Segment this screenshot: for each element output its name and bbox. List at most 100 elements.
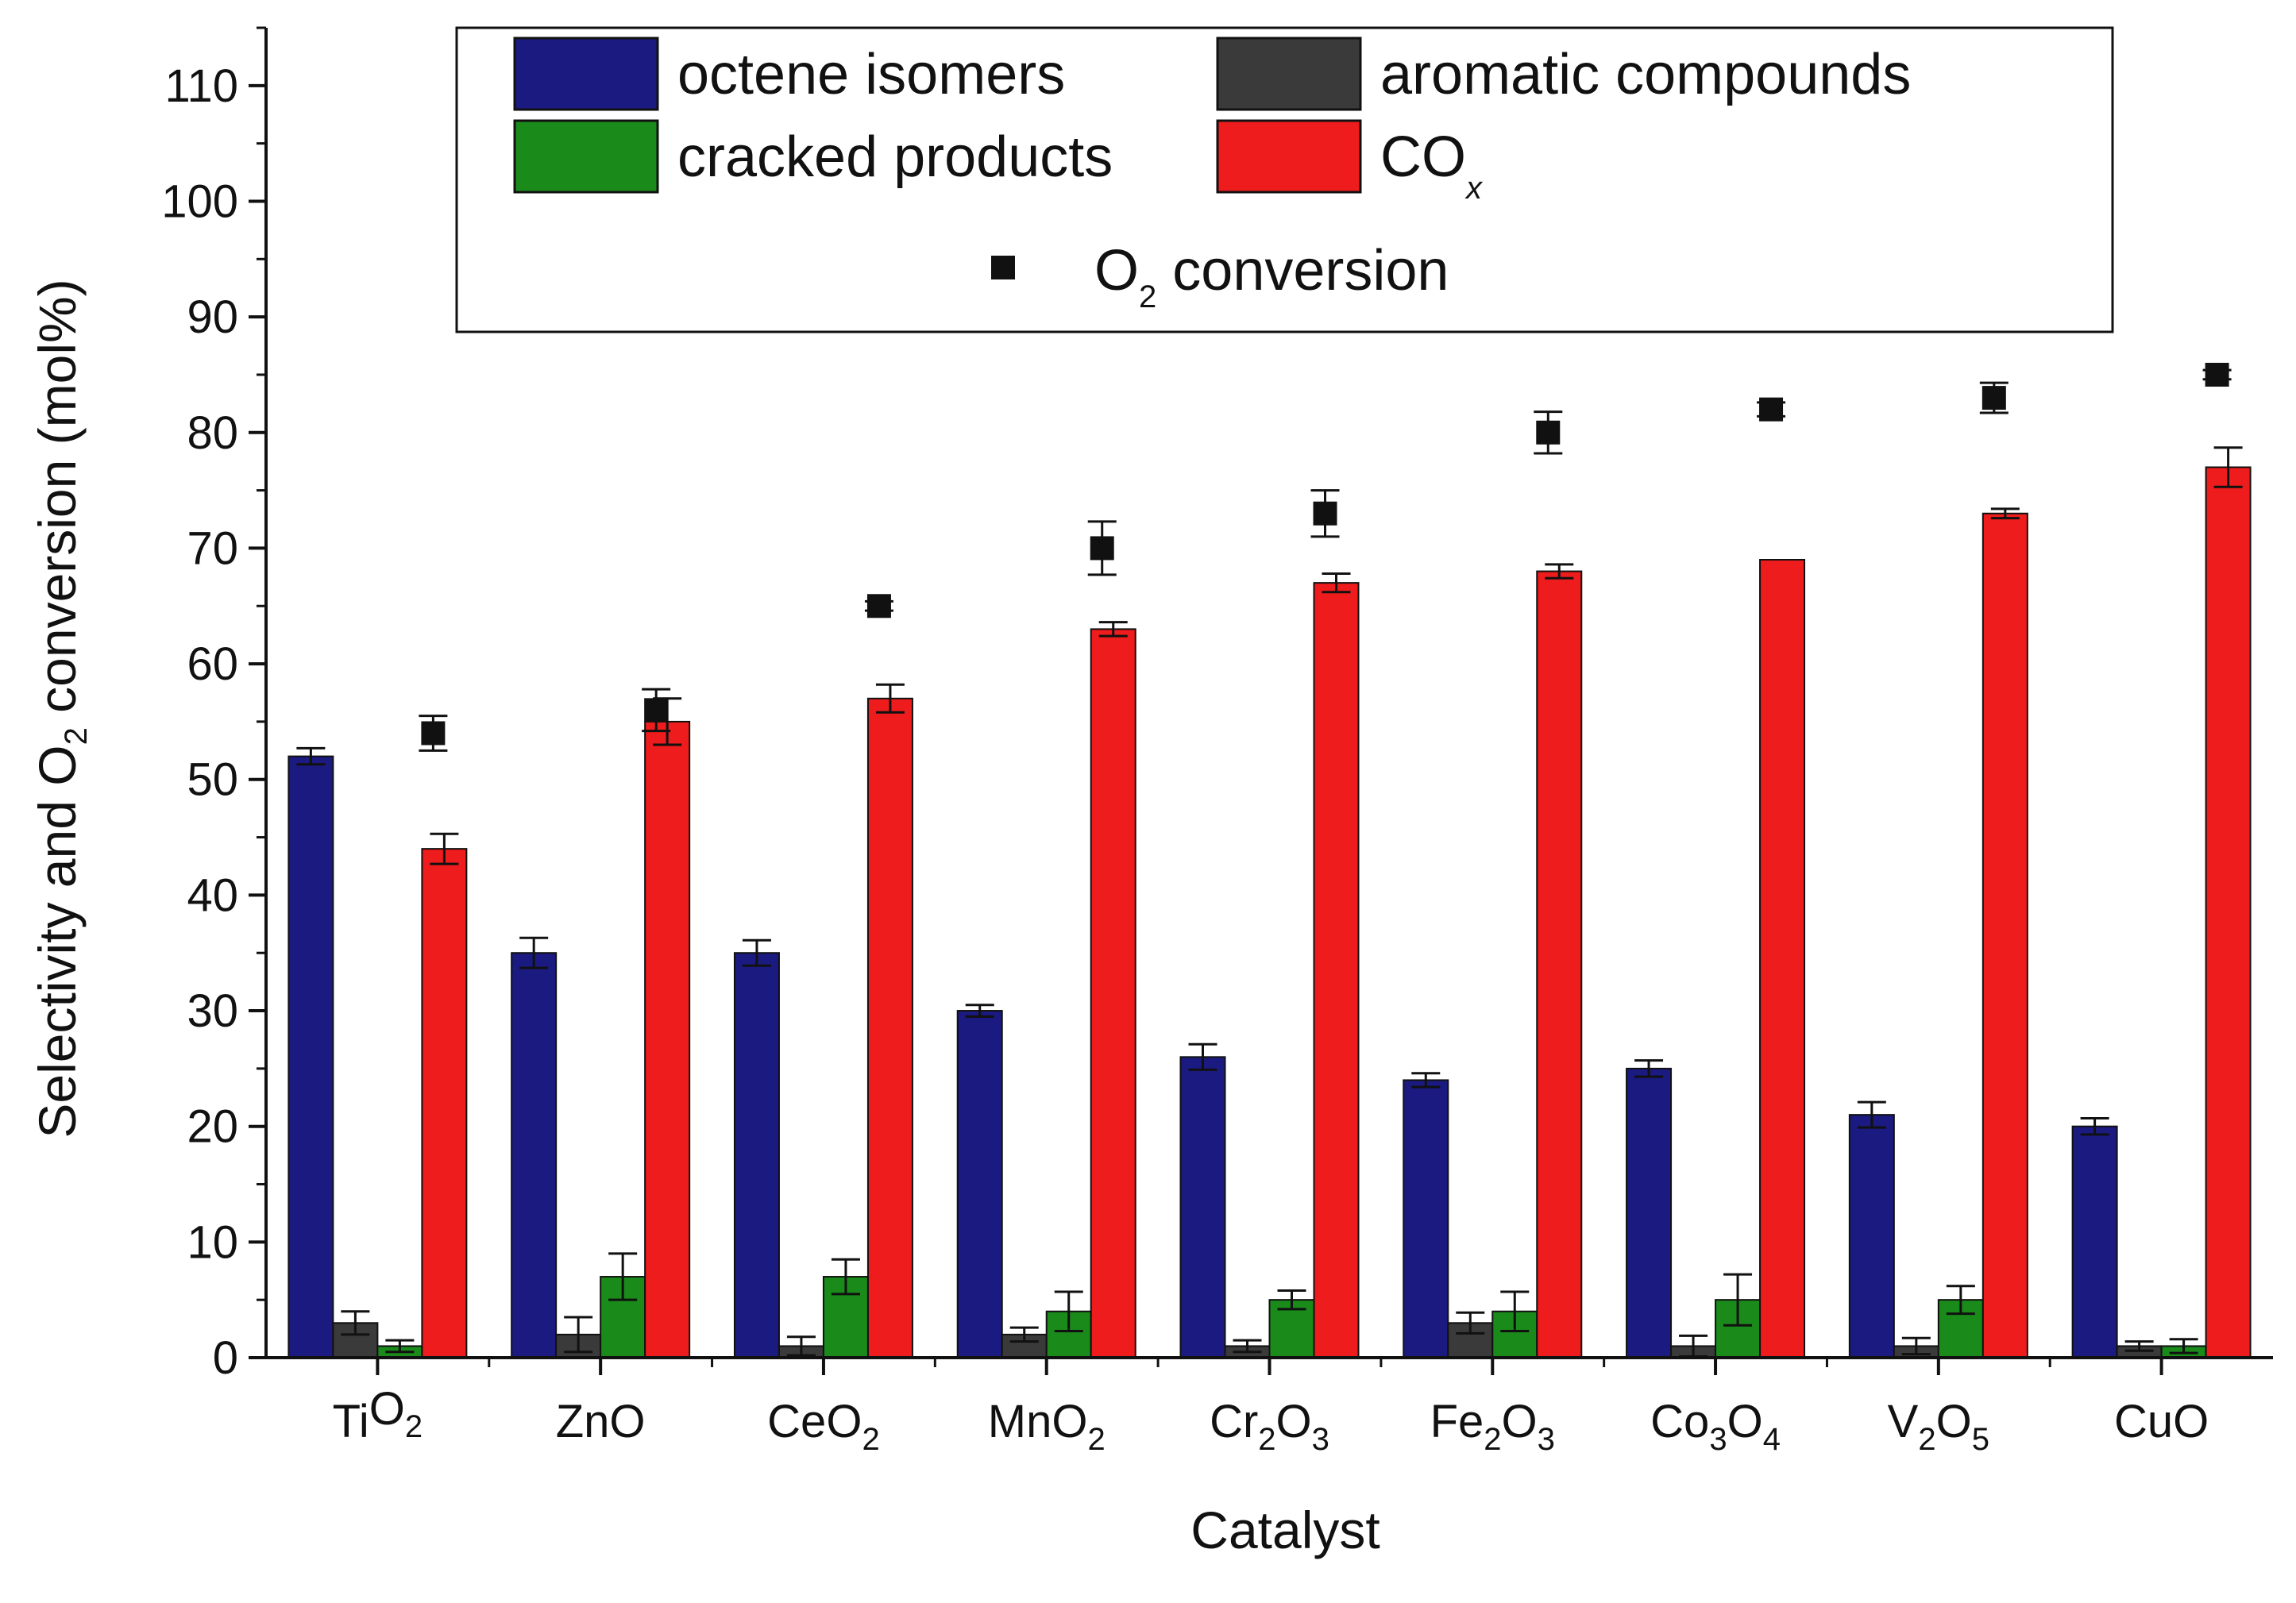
scatter-point-0 — [421, 721, 446, 746]
bar-0-6 — [1626, 1067, 1673, 1358]
y-tick-label: 30 — [187, 985, 238, 1037]
x-tick-label-subscript: 3 — [1312, 1422, 1329, 1457]
y-tick-label: 80 — [187, 407, 238, 459]
y-tick-label: 90 — [187, 291, 238, 343]
legend-label-text: CO — [1380, 125, 1466, 189]
x-tick-label-text: O — [1502, 1396, 1538, 1447]
y-axis-title-text: conversion (mol%) — [28, 279, 87, 727]
legend-label-scatter: O2 conversion — [1094, 239, 1449, 314]
x-tick-label-text: Fe — [1430, 1396, 1484, 1447]
bar-3-0 — [421, 848, 468, 1359]
x-tick-label-subscript: 2 — [1087, 1422, 1105, 1457]
scatter-point-8 — [2205, 362, 2229, 387]
bar-3-5 — [1536, 570, 1583, 1358]
scatter-point-6 — [1759, 397, 1784, 422]
legend-swatch-1 — [1216, 37, 1362, 111]
x-tick-label-subscript: 2 — [1258, 1422, 1275, 1457]
x-tick-label: V2O5 — [1888, 1396, 1989, 1457]
scatter-point-3 — [1090, 536, 1114, 561]
y-tick-label: 0 — [213, 1332, 238, 1384]
legend-label-text: conversion — [1156, 239, 1449, 302]
bar-0-0 — [287, 755, 334, 1358]
x-tick-label: TiO2 — [333, 1383, 423, 1447]
legend-label-1: aromatic compounds — [1380, 43, 1911, 106]
y-axis-title-subscript: 2 — [59, 727, 94, 745]
y-axis-title: Selectivity and O2 conversion (mol%) — [28, 279, 94, 1138]
x-tick-label-subscript: 4 — [1763, 1422, 1781, 1457]
x-tick-label-text: MnO — [988, 1396, 1088, 1447]
x-tick-label-subscript: 2 — [1484, 1422, 1501, 1457]
bar-3-8 — [2205, 466, 2252, 1358]
x-tick-label-text: O — [369, 1383, 405, 1435]
legend-label-2: cracked products — [677, 125, 1113, 189]
bar-0-2 — [733, 952, 780, 1359]
bar-3-6 — [1759, 559, 1806, 1358]
x-tick-label-text: Ti — [333, 1396, 369, 1447]
legend-label-text: octene isomers — [677, 43, 1065, 106]
x-tick-label: CuO — [2114, 1396, 2209, 1447]
bar-layer — [287, 466, 2252, 1359]
error-bar-layer — [296, 446, 2243, 1358]
scatter-layer — [419, 362, 2232, 752]
x-tick-label-subscript: 3 — [1709, 1422, 1727, 1457]
bar-3-7 — [1982, 512, 2028, 1358]
y-tick-label: 70 — [187, 522, 238, 574]
legend-label-0: octene isomers — [677, 43, 1065, 106]
y-tick-label: 10 — [187, 1216, 238, 1268]
legend-swatch-3 — [1216, 119, 1362, 194]
legend-label-3: COx — [1380, 125, 1484, 206]
scatter-point-1 — [644, 698, 669, 723]
bar-0-7 — [1848, 1114, 1895, 1359]
bar-0-1 — [511, 952, 558, 1359]
legend-swatch-0 — [513, 37, 659, 111]
x-axis-title: Catalyst — [1190, 1501, 1380, 1559]
x-tick-label-text: CuO — [2114, 1396, 2209, 1447]
x-tick-label-subscript: 3 — [1538, 1422, 1555, 1457]
scatter-point-5 — [1536, 420, 1561, 445]
x-tick-label-text: Cr — [1210, 1396, 1258, 1447]
legend-swatch-2 — [513, 119, 659, 194]
y-tick-label: 50 — [187, 754, 238, 806]
x-tick-label-text: V — [1888, 1396, 1919, 1447]
legend-label-subscript: x — [1464, 171, 1484, 206]
x-tick-label-text: O — [1276, 1396, 1312, 1447]
legend: octene isomers aromatic compounds cracked … — [455, 26, 2114, 333]
bar-0-4 — [1179, 1056, 1226, 1358]
legend-label-subscript: 2 — [1139, 279, 1156, 314]
x-tick-label-text: CeO — [767, 1396, 862, 1447]
bar-3-1 — [644, 720, 691, 1358]
scatter-point-4 — [1313, 501, 1337, 526]
x-tick-label-subscript: 5 — [1972, 1422, 1989, 1457]
x-tick-label: Fe2O3 — [1430, 1396, 1555, 1457]
bar-0-3 — [956, 1010, 1003, 1358]
y-axis-title-text: Selectivity and O — [28, 745, 87, 1138]
x-tick-label: CeO2 — [767, 1396, 880, 1457]
bar-0-8 — [2071, 1125, 2118, 1359]
x-tick-label-text: ZnO — [556, 1396, 646, 1447]
scatter-point-7 — [1982, 386, 2006, 410]
x-tick-label-text: O — [1727, 1396, 1763, 1447]
x-tick-label-subscript: 2 — [1918, 1422, 1935, 1457]
y-tick-label: 110 — [165, 60, 238, 112]
legend-label-text: cracked products — [677, 125, 1113, 189]
y-tick-label: 60 — [187, 638, 238, 690]
scatter-point-2 — [866, 594, 891, 618]
x-tick-label-subscript: 2 — [862, 1422, 879, 1457]
y-tick-label: 20 — [187, 1101, 238, 1153]
legend-label-text: aromatic compounds — [1380, 43, 1911, 106]
x-tick-label-text: O — [1936, 1396, 1972, 1447]
y-tick-label: 40 — [187, 869, 238, 921]
x-tick-label: Co3O4 — [1650, 1396, 1781, 1457]
x-tick-label: MnO2 — [988, 1396, 1106, 1457]
legend-label-text: O — [1094, 239, 1139, 302]
y-tick-label: 100 — [161, 175, 238, 227]
x-tick-label-text: Co — [1650, 1396, 1709, 1447]
bar-0-5 — [1403, 1079, 1449, 1359]
bar-3-2 — [866, 697, 913, 1358]
legend-scatter-marker — [991, 256, 1015, 279]
bar-3-4 — [1313, 582, 1360, 1358]
x-tick-label-subscript: 2 — [405, 1409, 423, 1444]
